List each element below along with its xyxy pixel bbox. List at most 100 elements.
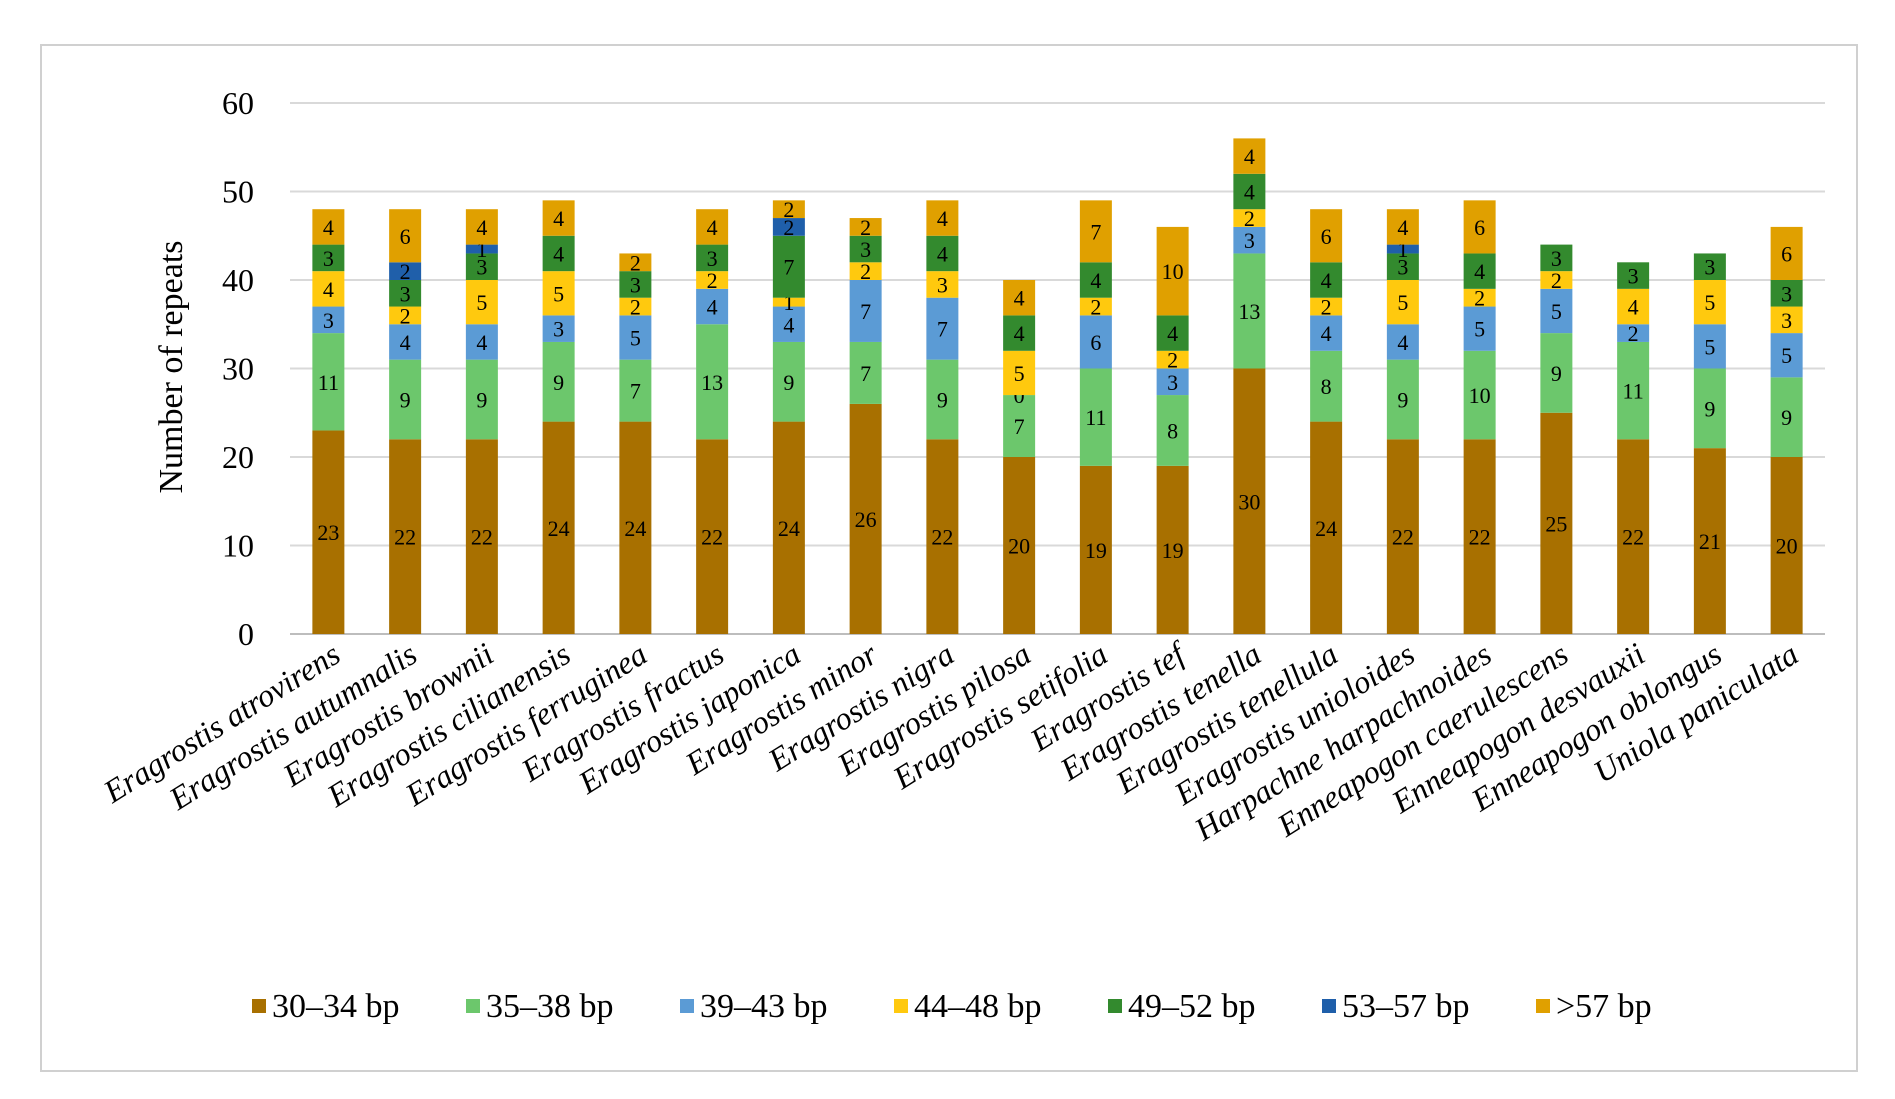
data-label: 5	[1704, 334, 1715, 359]
data-label: 3	[1551, 246, 1562, 271]
data-label: 5	[1474, 317, 1485, 342]
y-tick-label: 20	[222, 439, 254, 475]
data-label: 10	[1469, 383, 1491, 408]
bar-segment	[1156, 226, 1189, 316]
data-label: 1	[476, 237, 487, 262]
data-label: 24	[624, 516, 646, 541]
data-label: 3	[553, 317, 564, 342]
bar-stack: 20 9 5 33 6	[1770, 226, 1803, 634]
data-label: 4	[1014, 286, 1025, 311]
bar-segment	[312, 209, 345, 245]
data-label: 2	[1244, 206, 1255, 231]
data-label: 2	[783, 215, 794, 240]
bar-segment	[1156, 368, 1189, 396]
legend-item: 44–48 bp	[894, 988, 1042, 1025]
bar-segment	[1463, 200, 1496, 254]
data-label: 5	[553, 281, 564, 306]
data-label: 2	[630, 295, 641, 320]
bar-segment	[926, 297, 959, 360]
bar-segment	[1003, 395, 1036, 457]
data-label: 3	[323, 246, 334, 271]
data-label: 4	[1090, 268, 1101, 293]
bar-segment	[696, 324, 729, 440]
bar-segment	[1617, 262, 1650, 289]
data-label: 5	[476, 290, 487, 315]
data-label: 22	[471, 525, 493, 550]
data-label: 25	[1545, 511, 1567, 536]
data-label: 2	[1167, 348, 1178, 373]
data-label: 3	[1244, 228, 1255, 253]
bar-segment	[1770, 226, 1803, 280]
bar-segment	[1770, 333, 1803, 378]
bar-segment	[1540, 333, 1573, 413]
bar-segment	[1003, 280, 1036, 316]
data-label: 5	[1781, 343, 1792, 368]
bar-segment	[1463, 350, 1496, 440]
data-label: 6	[400, 224, 411, 249]
data-label: 22	[394, 525, 416, 550]
bar-segment	[1003, 350, 1036, 396]
data-label: 11	[1085, 405, 1106, 430]
data-label: 2	[1090, 295, 1101, 320]
data-label: 9	[476, 387, 487, 412]
bar-stack: 25 9 5 23	[1540, 244, 1573, 634]
y-tick-label: 50	[222, 174, 254, 210]
legend-swatch	[466, 999, 480, 1013]
y-axis-ticks: 0 10 20 30 40 50 60	[222, 85, 254, 652]
bar-stack: 19 11 6 24 7	[1079, 200, 1112, 634]
data-label: 11	[318, 370, 339, 395]
data-label: 4	[553, 206, 564, 231]
data-label: 13	[1238, 299, 1260, 324]
bar-segment	[926, 359, 959, 440]
data-label: 9	[400, 387, 411, 412]
bar-segment	[1003, 457, 1036, 634]
bar-segment	[1386, 253, 1419, 280]
legend-item: 49–52 bp	[1108, 988, 1256, 1025]
bar-segment	[1156, 315, 1189, 351]
data-label: 0	[1014, 383, 1025, 408]
data-label: 7	[860, 361, 871, 386]
data-label: 4	[1397, 330, 1408, 355]
bar-segment	[1540, 271, 1573, 289]
bar-stack: 21 9 5 5 3	[1693, 253, 1726, 634]
legend-swatch	[1108, 999, 1122, 1013]
bar-segment	[849, 218, 882, 236]
bar-segment	[1540, 288, 1573, 334]
bar-segment	[772, 341, 805, 422]
data-label: 6	[1474, 215, 1485, 240]
bar-segment	[389, 280, 422, 307]
data-label: 7	[783, 255, 794, 280]
bar-segment	[926, 235, 959, 272]
data-label: 22	[1392, 525, 1414, 550]
data-label: 3	[476, 255, 487, 280]
bar-stack: 22 10 5 24 6	[1463, 200, 1496, 634]
bar-segment	[619, 359, 652, 422]
bar-segment	[1079, 315, 1112, 369]
data-label: 24	[1315, 516, 1337, 541]
legend-item: 30–34 bp	[252, 988, 400, 1025]
bar-segment	[1463, 288, 1496, 307]
bar-segment	[1310, 421, 1343, 634]
data-label: 20	[1008, 534, 1030, 559]
legend-item: 35–38 bp	[466, 988, 614, 1025]
bar-segment	[1233, 368, 1266, 634]
data-label: 22	[1622, 525, 1644, 550]
bar-segment	[1540, 412, 1573, 634]
data-label: 9	[1704, 396, 1715, 421]
bar-segment	[926, 200, 959, 236]
legend-swatch	[680, 999, 694, 1013]
legend-label: 44–48 bp	[914, 988, 1042, 1025]
bar-segment	[849, 280, 882, 342]
data-label: 4	[937, 241, 948, 266]
bar-segment	[312, 430, 345, 634]
data-label: 3	[937, 272, 948, 297]
bar-segment	[1386, 244, 1419, 254]
gridlines	[290, 102, 1825, 635]
data-label: 2	[860, 259, 871, 284]
data-label: 3	[400, 281, 411, 306]
data-label: 4	[937, 206, 948, 231]
data-label: 3	[1628, 264, 1639, 289]
